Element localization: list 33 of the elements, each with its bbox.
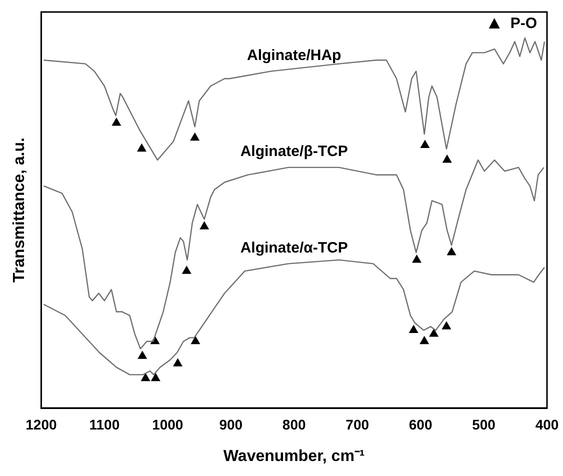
x-axis-title: Wavenumber, cm⁻¹	[223, 448, 365, 465]
series-label: Alginate/α-TCP	[240, 239, 348, 256]
x-tick-label: 1200	[26, 416, 57, 432]
x-tick-label: 700	[346, 416, 370, 432]
point	[182, 266, 192, 274]
x-tick-label: 500	[472, 416, 496, 432]
x-tick-label: 1100	[89, 416, 120, 432]
point	[429, 328, 439, 337]
point	[190, 132, 200, 141]
x-tick-label: 1000	[152, 416, 184, 432]
point	[150, 372, 160, 382]
point	[190, 336, 200, 344]
point	[408, 324, 418, 334]
point	[173, 358, 183, 366]
point	[442, 321, 452, 330]
point	[112, 118, 122, 126]
x-tick-label: 900	[219, 416, 243, 432]
point	[138, 350, 148, 359]
point	[420, 336, 430, 344]
series-label: Alginate/β-TCP	[240, 143, 348, 160]
x-tick-label: 600	[408, 416, 432, 432]
point	[140, 372, 150, 382]
series-label: Alginate/HAp	[247, 46, 342, 64]
point	[412, 254, 422, 263]
point	[136, 143, 146, 152]
point	[446, 247, 456, 256]
legend-label: P-O	[510, 15, 538, 32]
point	[200, 221, 210, 230]
y-axis-title: Transmittance, a.u.	[11, 138, 28, 282]
point	[442, 154, 452, 163]
x-tick-label: 400	[535, 416, 559, 432]
x-tick-label: 800	[282, 416, 306, 432]
point	[420, 140, 430, 148]
